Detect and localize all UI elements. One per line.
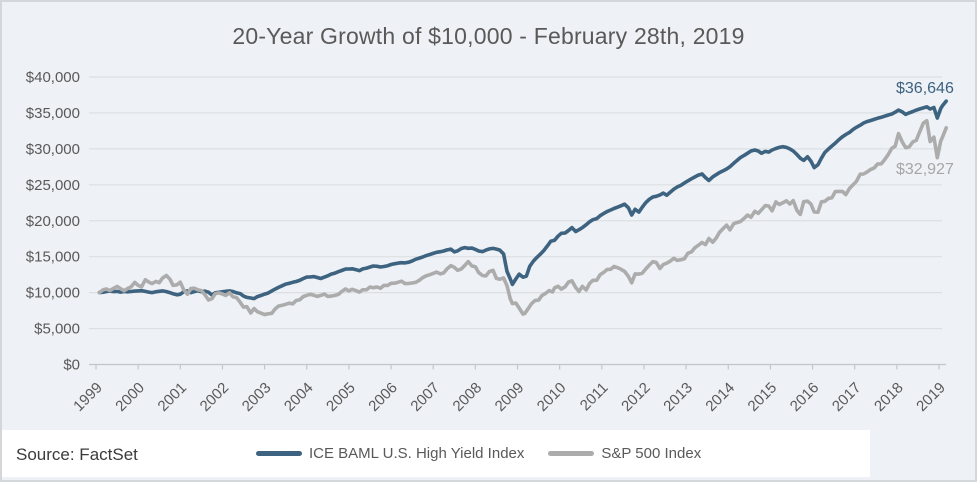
svg-text:1999: 1999 bbox=[70, 379, 106, 415]
svg-text:2003: 2003 bbox=[239, 379, 275, 415]
svg-text:$15,000: $15,000 bbox=[26, 249, 80, 266]
svg-text:$10,000: $10,000 bbox=[26, 285, 80, 302]
source-label: Source: FactSet bbox=[16, 445, 138, 464]
hy-line-swatch-icon bbox=[256, 451, 302, 456]
svg-text:2007: 2007 bbox=[407, 379, 443, 415]
svg-text:2019: 2019 bbox=[913, 379, 949, 415]
svg-text:2009: 2009 bbox=[492, 379, 528, 415]
svg-text:$20,000: $20,000 bbox=[26, 213, 80, 230]
svg-text:2017: 2017 bbox=[829, 379, 865, 415]
svg-text:2004: 2004 bbox=[281, 379, 317, 415]
svg-text:2001: 2001 bbox=[155, 379, 191, 415]
sp-line-swatch-icon bbox=[548, 451, 595, 456]
svg-text:2006: 2006 bbox=[365, 379, 401, 415]
svg-text:$0: $0 bbox=[63, 357, 80, 374]
svg-text:2008: 2008 bbox=[450, 379, 486, 415]
svg-text:2000: 2000 bbox=[112, 379, 148, 415]
footer: Source: FactSet ICE BAML U.S. High Yield… bbox=[2, 430, 870, 477]
svg-text:2010: 2010 bbox=[534, 379, 570, 415]
svg-text:2014: 2014 bbox=[702, 379, 738, 415]
hy-legend-label: ICE BAML U.S. High Yield Index bbox=[309, 445, 525, 462]
legend-item-sp: S&P 500 Index bbox=[548, 445, 701, 462]
hy-end-value-annotation: $36,646 bbox=[896, 80, 954, 97]
svg-text:2012: 2012 bbox=[618, 379, 654, 415]
legend: ICE BAML U.S. High Yield Index S&P 500 I… bbox=[256, 430, 701, 477]
sp-legend-label: S&P 500 Index bbox=[601, 445, 702, 462]
svg-text:2015: 2015 bbox=[745, 379, 781, 415]
chart-title: 20-Year Growth of $10,000 - February 28t… bbox=[232, 23, 745, 49]
svg-text:2013: 2013 bbox=[660, 379, 696, 415]
svg-text:2002: 2002 bbox=[197, 379, 233, 415]
svg-text:2005: 2005 bbox=[323, 379, 359, 415]
svg-text:$25,000: $25,000 bbox=[26, 177, 80, 194]
svg-text:$40,000: $40,000 bbox=[26, 69, 80, 86]
svg-text:2016: 2016 bbox=[787, 379, 823, 415]
svg-text:$5,000: $5,000 bbox=[34, 321, 80, 338]
svg-text:$30,000: $30,000 bbox=[26, 141, 80, 158]
svg-text:$35,000: $35,000 bbox=[26, 105, 80, 122]
svg-text:2011: 2011 bbox=[577, 379, 612, 414]
svg-text:2018: 2018 bbox=[871, 379, 907, 415]
sp-end-value-annotation: $32,927 bbox=[896, 161, 954, 178]
legend-item-hy: ICE BAML U.S. High Yield Index bbox=[256, 445, 524, 462]
